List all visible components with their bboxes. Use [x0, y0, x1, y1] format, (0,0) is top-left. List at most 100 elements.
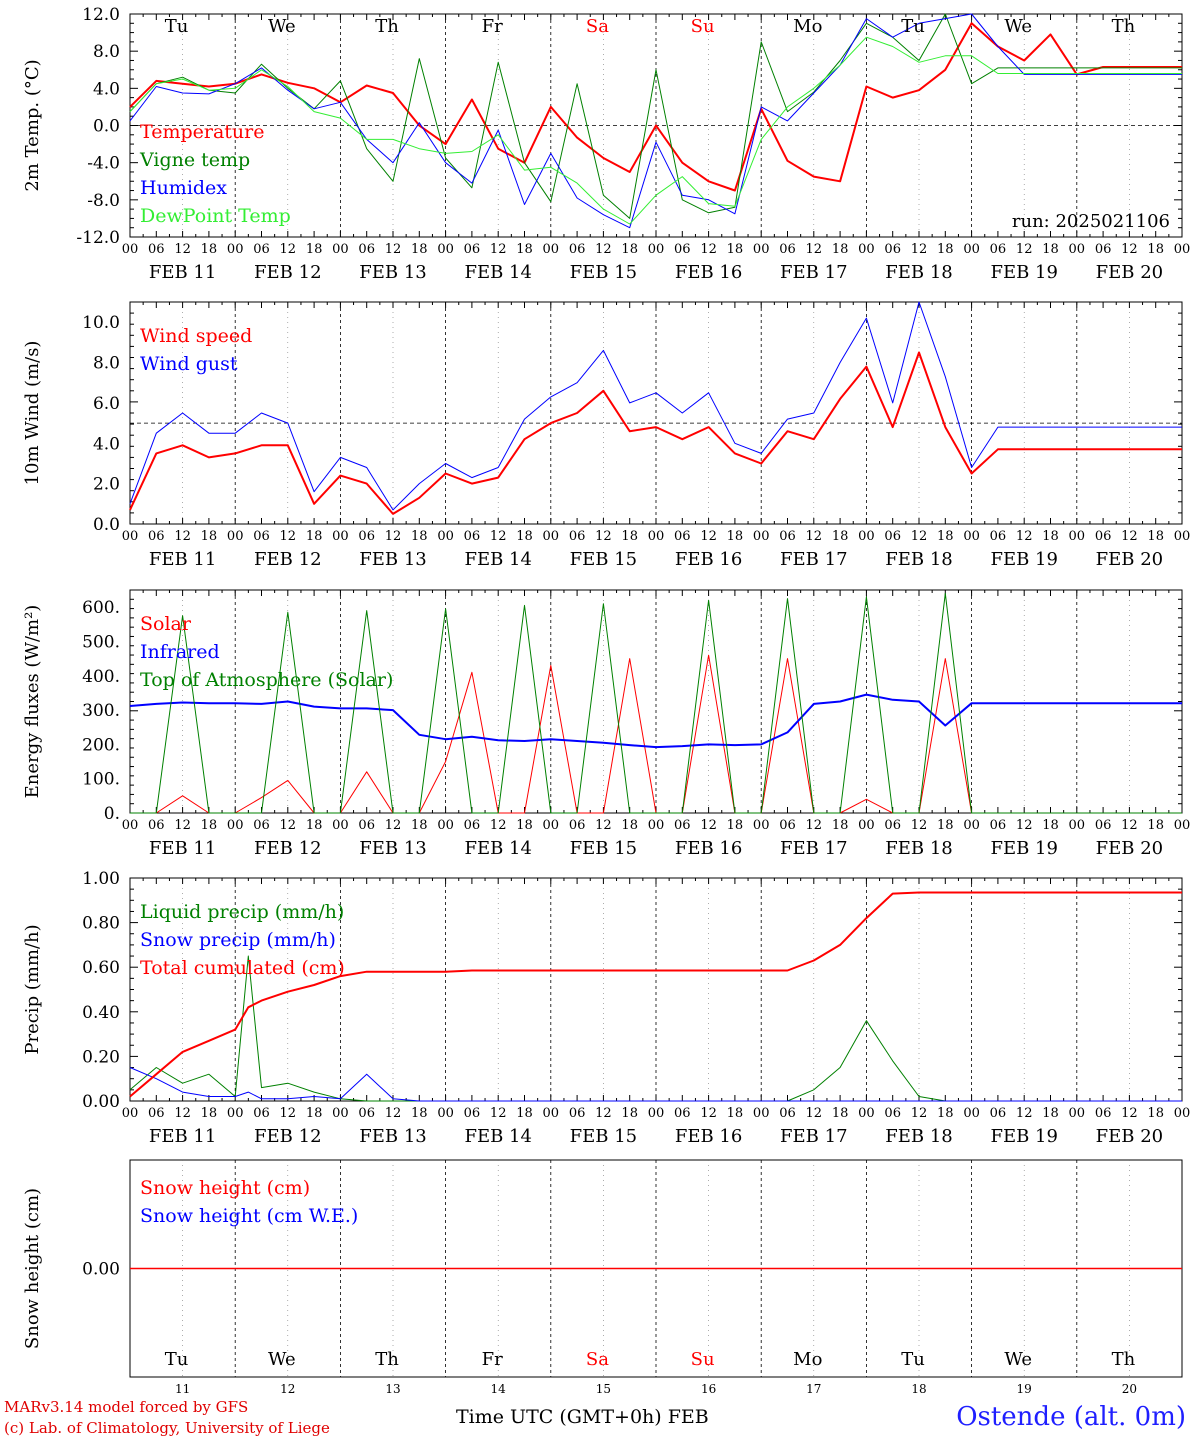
y-tick-label: 8.0 [93, 354, 120, 374]
date-label: FEB 12 [254, 262, 321, 283]
hour-tick-label: 00 [1069, 529, 1086, 544]
hour-tick-label: 06 [1095, 242, 1112, 257]
legend-entry: Vigne temp [139, 149, 250, 171]
series-line [129, 351, 1182, 515]
hour-tick-label: 06 [148, 529, 165, 544]
hour-tick-label: 18 [832, 529, 849, 544]
weekday-label: We [268, 1349, 296, 1370]
series-line [129, 1067, 1182, 1102]
hour-tick-label: 18 [937, 529, 954, 544]
series-line [129, 13, 1182, 219]
weekday-label: Mo [793, 1349, 822, 1370]
y-tick-label: 0.0 [93, 515, 120, 535]
hour-tick-label: 06 [253, 1106, 270, 1121]
hour-tick-label: 00 [1069, 818, 1086, 833]
hour-tick-label: 00 [1174, 529, 1191, 544]
series-line [129, 22, 1182, 192]
y-tick-label: 0.60 [82, 958, 120, 978]
hour-tick-label: 12 [280, 818, 297, 833]
hour-tick-label: 18 [411, 529, 428, 544]
hour-tick-label: 18 [1042, 818, 1059, 833]
hour-tick-label: 00 [753, 1106, 770, 1121]
hour-tick-label: 00 [648, 818, 665, 833]
hour-tick-label: 06 [990, 818, 1007, 833]
hour-tick-label: 00 [858, 242, 875, 257]
hour-tick-label: 06 [148, 818, 165, 833]
hour-tick-label: 06 [674, 818, 691, 833]
y-tick-label: 0.20 [82, 1047, 120, 1067]
hour-tick-label: 12 [700, 1106, 717, 1121]
panel-4: 00 06 12 18 00 06 12 18 00 06 12 18 00 06 12 18 00 06 12 18… [22, 869, 1190, 1147]
hour-tick-label: 18 [937, 818, 954, 833]
hour-tick-label: 00 [122, 1106, 139, 1121]
panel-1: 00 06 12 18 00 06 12 18 00 06 12 18 00 06 12 18 00 06 12 18… [22, 5, 1190, 283]
hour-tick-label: 06 [1095, 529, 1112, 544]
series-line [130, 592, 1182, 814]
hour-tick-label: 12 [490, 242, 507, 257]
hour-tick-label: 18 [411, 1106, 428, 1121]
panel-3: 00 06 12 18 00 06 12 18 00 06 12 18 00 06 12 18 00 06 12 18… [22, 589, 1190, 859]
y-tick-label: 0.0 [93, 117, 120, 137]
date-label: FEB 11 [149, 1126, 216, 1147]
date-label: FEB 16 [675, 838, 742, 859]
hour-tick-label: 06 [779, 818, 796, 833]
hour-tick-label: 12 [595, 242, 612, 257]
hour-tick-label: 12 [806, 529, 823, 544]
y-tick-label: 2.0 [93, 475, 120, 495]
legend-entry: Liquid precip (mm/h) [140, 901, 344, 923]
hour-tick-label: 00 [543, 529, 560, 544]
weekday-label: We [268, 16, 296, 37]
weekday-label: We [1004, 16, 1032, 37]
hour-tick-label: 18 [1147, 242, 1164, 257]
legend-entry: Top of Atmosphere (Solar) [140, 669, 393, 691]
hour-tick-label: 12 [595, 529, 612, 544]
y-tick-label: 4.0 [93, 79, 120, 99]
y-tick-label: -4.0 [87, 154, 120, 174]
hour-tick-label: 00 [1174, 242, 1191, 257]
hour-tick-label: 00 [437, 242, 454, 257]
series-line [129, 891, 1182, 1098]
lab-credit: (c) Lab. of Climatology, University of L… [4, 1419, 330, 1437]
hour-tick-label: 00 [227, 818, 244, 833]
hour-tick-label: 06 [990, 1106, 1007, 1121]
hour-tick-label: 06 [464, 242, 481, 257]
hour-tick-label: 18 [306, 818, 323, 833]
weekday-label: Fr [482, 1349, 503, 1370]
weekday-label: Tu [901, 1349, 925, 1370]
weekday-label: Mo [793, 16, 822, 37]
hour-tick-label: 00 [1069, 1106, 1086, 1121]
legend-entry: Snow precip (mm/h) [140, 929, 336, 951]
hour-tick-label: 12 [385, 529, 402, 544]
hour-tick-label: 06 [464, 1106, 481, 1121]
date-label: FEB 14 [464, 838, 531, 859]
hour-tick-label: 12 [700, 818, 717, 833]
date-label: FEB 11 [149, 262, 216, 283]
hour-tick-label: 12 [280, 529, 297, 544]
date-label: FEB 11 [149, 549, 216, 570]
date-label: FEB 19 [990, 1126, 1057, 1147]
hour-tick-label: 00 [648, 242, 665, 257]
hour-tick-label: 06 [1095, 1106, 1112, 1121]
hour-tick-label: 12 [1016, 1106, 1033, 1121]
date-label: FEB 16 [675, 262, 742, 283]
date-label: FEB 18 [885, 838, 952, 859]
weekday-label: Tu [165, 16, 189, 37]
hour-tick-label: 18 [727, 1106, 744, 1121]
hour-tick-label: 18 [621, 818, 638, 833]
hour-tick-label: 12 [280, 242, 297, 257]
hour-tick-label: 18 [937, 1106, 954, 1121]
date-label: 14 [491, 1382, 507, 1396]
hour-tick-label: 00 [1069, 242, 1086, 257]
hour-tick-label: 12 [174, 818, 191, 833]
hour-tick-label: 12 [490, 529, 507, 544]
legend-entry: DewPoint Temp [140, 205, 291, 227]
hour-tick-label: 18 [1147, 1106, 1164, 1121]
date-label: FEB 12 [254, 1126, 321, 1147]
y-tick-label: 100. [82, 770, 120, 790]
hour-tick-label: 06 [990, 242, 1007, 257]
hour-tick-label: 12 [700, 242, 717, 257]
date-label: 13 [385, 1382, 400, 1396]
date-label: FEB 17 [780, 1126, 847, 1147]
hour-tick-label: 12 [911, 242, 928, 257]
station-name: Ostende (alt. 0m) [956, 1402, 1186, 1432]
